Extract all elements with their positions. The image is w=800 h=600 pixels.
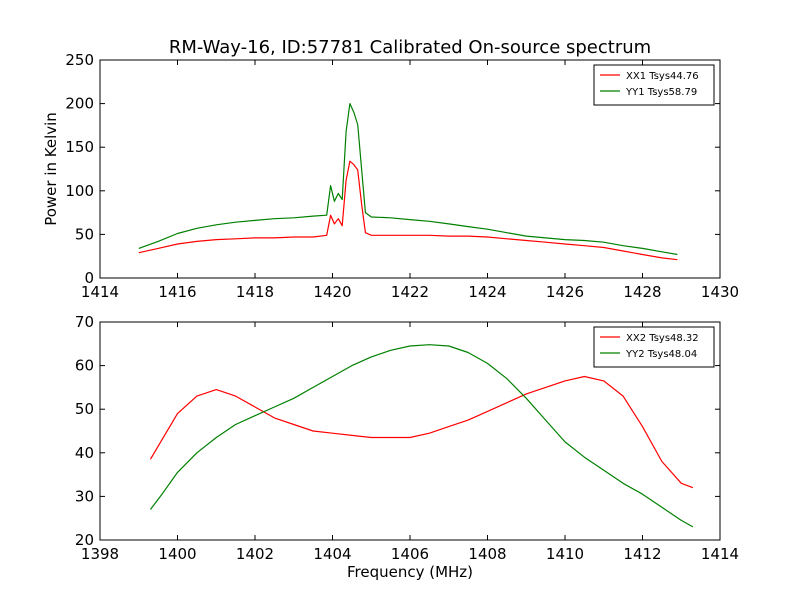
bottom-y-tick-label: 30 [75, 487, 94, 505]
bottom-x-tick-label: 1408 [468, 545, 506, 563]
bottom-x-tick-label: 1400 [158, 545, 196, 563]
bottom-legend-label-2: YY2 Tsys48.04 [625, 349, 697, 360]
top-y-tick-label: 0 [84, 269, 94, 287]
bottom-y-tick-label: 60 [75, 357, 94, 375]
top-y-tick-label: 200 [65, 95, 94, 113]
top-series-line-1 [138, 160, 678, 261]
top-x-tick-label: 1416 [158, 283, 196, 301]
bottom-y-tick-label: 20 [75, 531, 94, 549]
top-legend-label-1: XX1 Tsys44.76 [626, 71, 699, 82]
top-legend-box [593, 64, 715, 106]
bottom-subplot: 1398 1400 1402 1404 1406 1408 1410 1412 1414 20 30… [75, 313, 739, 581]
top-x-tick-label: 1422 [391, 283, 429, 301]
bottom-x-tick-label: 1410 [546, 545, 584, 563]
bottom-x-tick-label: 1414 [701, 545, 739, 563]
bottom-y-tick-label: 70 [75, 313, 94, 331]
bottom-series-line-1 [149, 375, 694, 489]
bottom-x-axis-label: Frequency (MHz) [347, 563, 473, 581]
top-legend-label-2: YY1 Tsys58.79 [625, 87, 697, 98]
top-y-tick-label: 250 [65, 51, 94, 69]
bottom-x-tick-label: 1402 [236, 545, 274, 563]
top-y-tick-label: 100 [65, 182, 94, 200]
top-x-tick-label: 1426 [546, 283, 584, 301]
top-y-axis-label: Power in Kelvin [42, 112, 60, 226]
bottom-x-tick-label: 1398 [81, 545, 119, 563]
top-x-tick-label: 1428 [623, 283, 661, 301]
bottom-legend-box [593, 326, 715, 368]
bottom-legend-label-1: XX2 Tsys48.32 [626, 333, 699, 344]
bottom-x-tick-label: 1412 [623, 545, 661, 563]
bottom-x-tick-label: 1404 [313, 545, 351, 563]
chart-title: RM-Way-16, ID:57781 Calibrated On-source… [169, 37, 651, 58]
top-subplot: 1414 1416 1418 1420 1422 1424 1426 1428 1430 0 50 1… [42, 51, 739, 301]
top-series-line-2 [138, 102, 678, 256]
top-x-tick-label: 1414 [81, 283, 119, 301]
top-x-tick-label: 1420 [313, 283, 351, 301]
top-x-tick-label: 1424 [468, 283, 506, 301]
top-x-tick-label: 1430 [701, 283, 739, 301]
bottom-x-tick-label: 1406 [391, 545, 429, 563]
top-x-tick-label: 1418 [236, 283, 274, 301]
bottom-series-line-2 [149, 344, 694, 528]
bottom-y-tick-label: 40 [75, 444, 94, 462]
top-y-tick-label: 150 [65, 138, 94, 156]
top-y-tick-label: 50 [75, 225, 94, 243]
bottom-y-tick-label: 50 [75, 400, 94, 418]
